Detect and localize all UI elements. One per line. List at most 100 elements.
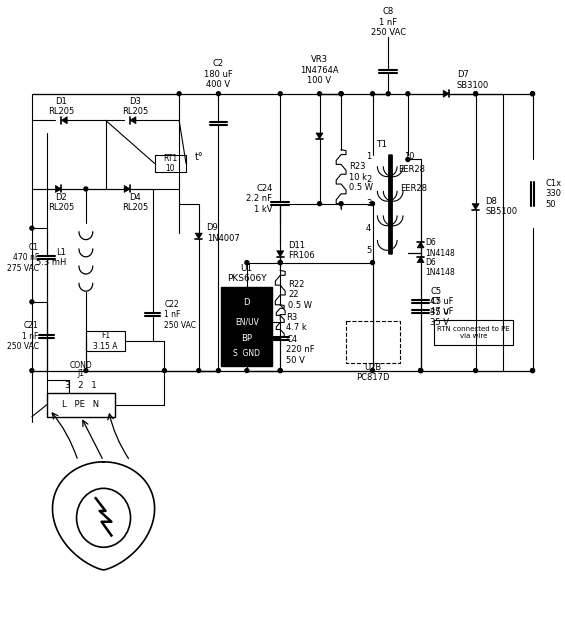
Polygon shape [417, 256, 424, 263]
Bar [434, 320, 513, 345]
Text: D1
RL205: D1 RL205 [48, 97, 75, 116]
Circle shape [245, 368, 249, 373]
Circle shape [279, 261, 282, 265]
Text: S  GND: S GND [233, 349, 260, 358]
Text: L   PE   N: L PE N [62, 400, 99, 409]
Polygon shape [443, 90, 449, 97]
Bar [155, 154, 186, 172]
Text: VR3
1N4764A
100 V: VR3 1N4764A 100 V [300, 55, 339, 85]
Text: U1
PKS606Y: U1 PKS606Y [227, 264, 267, 283]
Text: R23
10 k
0.5 W: R23 10 k 0.5 W [349, 163, 373, 192]
Text: D4
RL205: D4 RL205 [122, 193, 148, 213]
Bar [86, 331, 125, 351]
Text: 4: 4 [366, 224, 371, 233]
Text: EER28: EER28 [398, 165, 425, 174]
Circle shape [318, 91, 321, 96]
Circle shape [371, 201, 375, 206]
Text: BP: BP [241, 334, 253, 342]
Text: C22
1 nF
250 VAC: C22 1 nF 250 VAC [164, 300, 197, 329]
Circle shape [318, 201, 321, 206]
Text: R3
4.7 k: R3 4.7 k [286, 313, 307, 332]
Polygon shape [55, 185, 62, 192]
Polygon shape [130, 117, 136, 124]
Circle shape [406, 158, 410, 161]
Text: D7
SB3100: D7 SB3100 [457, 70, 489, 90]
Circle shape [531, 368, 534, 373]
Text: 5: 5 [366, 247, 371, 255]
Circle shape [30, 226, 34, 230]
Text: D3
RL205: D3 RL205 [122, 97, 148, 116]
Polygon shape [472, 204, 479, 210]
Text: 2: 2 [366, 175, 371, 184]
Text: R22
22
0.5 W: R22 22 0.5 W [288, 280, 312, 310]
Text: t°: t° [194, 151, 203, 161]
Text: C2
180 uF
400 V: C2 180 uF 400 V [204, 59, 233, 89]
Text: 3   2   1: 3 2 1 [65, 381, 97, 390]
Text: EER28: EER28 [400, 184, 427, 193]
Text: D6
1N4148: D6 1N4148 [425, 258, 455, 277]
Circle shape [531, 91, 534, 96]
Text: C4
220 nF
50 V: C4 220 nF 50 V [286, 335, 315, 365]
Circle shape [177, 91, 181, 96]
Text: D6
1N4148: D6 1N4148 [425, 238, 455, 258]
Text: C8
1 nF
250 VAC: C8 1 nF 250 VAC [371, 7, 406, 37]
Circle shape [371, 261, 375, 265]
Text: C1x
330
50: C1x 330 50 [545, 179, 562, 209]
Text: EN/UV: EN/UV [235, 318, 259, 327]
Circle shape [531, 91, 534, 96]
Text: T1: T1 [376, 140, 388, 150]
Bar [221, 287, 272, 366]
Text: J1: J1 [77, 369, 84, 378]
Circle shape [84, 368, 88, 373]
Text: U2B
PC817D: U2B PC817D [357, 363, 390, 382]
Text: D9
1N4007: D9 1N4007 [207, 224, 240, 243]
Text: 3: 3 [366, 199, 371, 208]
Circle shape [473, 91, 477, 96]
Circle shape [406, 91, 410, 96]
Circle shape [279, 91, 282, 96]
Text: C21
1 nF
250 VAC: C21 1 nF 250 VAC [7, 321, 39, 351]
Text: D8
SB5100: D8 SB5100 [485, 197, 518, 216]
Circle shape [279, 368, 282, 373]
Text: D2
RL205: D2 RL205 [48, 193, 75, 213]
Circle shape [197, 368, 201, 373]
Circle shape [386, 91, 390, 96]
Polygon shape [417, 242, 424, 248]
Polygon shape [62, 117, 67, 124]
Polygon shape [316, 133, 323, 139]
Text: 1: 1 [366, 152, 371, 161]
Text: D: D [244, 298, 250, 307]
Text: C5
47 uF
35 V: C5 47 uF 35 V [431, 287, 454, 317]
Circle shape [245, 261, 249, 265]
Circle shape [216, 91, 220, 96]
Circle shape [279, 261, 282, 265]
Circle shape [419, 368, 423, 373]
Circle shape [531, 368, 534, 373]
Text: L1
5.3 mH: L1 5.3 mH [36, 248, 66, 268]
Circle shape [371, 91, 375, 96]
Polygon shape [124, 185, 130, 192]
Circle shape [419, 368, 423, 373]
Text: RT1
10: RT1 10 [163, 154, 177, 173]
Text: C24
2.2 nF
1 kV: C24 2.2 nF 1 kV [246, 184, 272, 214]
Polygon shape [195, 233, 202, 239]
Circle shape [163, 368, 166, 373]
Circle shape [30, 300, 34, 304]
Circle shape [30, 368, 34, 373]
Circle shape [216, 368, 220, 373]
Circle shape [339, 201, 343, 206]
Polygon shape [277, 251, 284, 256]
Bar [46, 393, 115, 417]
Text: D11
FR106: D11 FR106 [288, 241, 315, 261]
Text: RTN connected to PE
via wire: RTN connected to PE via wire [437, 326, 510, 339]
Text: 10: 10 [405, 152, 415, 161]
Circle shape [84, 187, 88, 191]
Text: F1
3.15 A: F1 3.15 A [93, 331, 118, 351]
Circle shape [473, 91, 477, 96]
Text: C1
470 nF
275 VAC: C1 470 nF 275 VAC [7, 243, 39, 273]
Text: COND: COND [69, 361, 92, 370]
Circle shape [419, 368, 423, 373]
Text: C5
47 uF
35 V: C5 47 uF 35 V [431, 297, 454, 326]
Circle shape [339, 91, 343, 96]
Circle shape [473, 368, 477, 373]
